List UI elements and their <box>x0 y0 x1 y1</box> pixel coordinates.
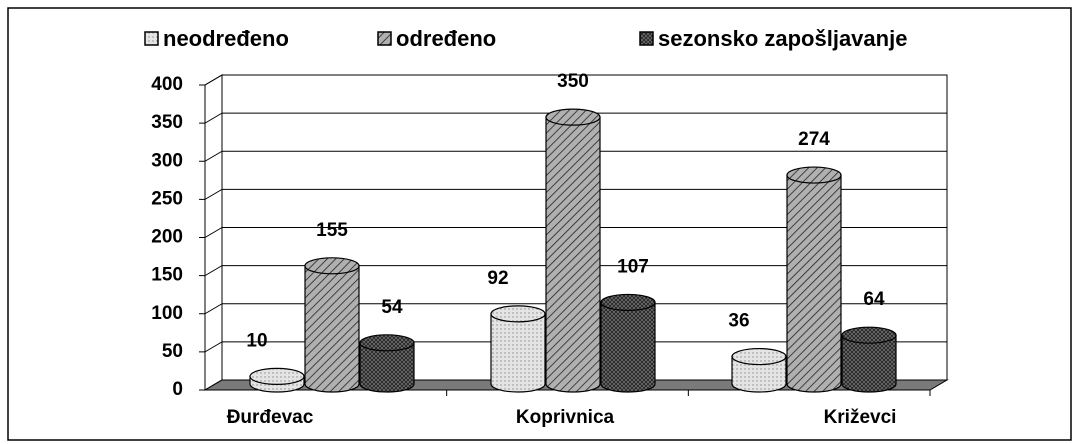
bar <box>490 305 546 393</box>
y-tick-label: 0 <box>172 379 183 400</box>
data-label: 54 <box>381 297 403 318</box>
data-label: 10 <box>246 330 267 351</box>
bar-body <box>304 265 360 393</box>
y-tick-label: 100 <box>151 303 183 324</box>
grid-line <box>204 112 223 124</box>
bar-top <box>731 347 787 366</box>
bar-body <box>359 342 415 393</box>
bar <box>304 257 360 393</box>
bar-top <box>600 293 656 312</box>
bar <box>249 367 305 393</box>
y-tick-label: 350 <box>151 112 183 133</box>
legend: neodređeno određeno sezonsko zapošljavanje <box>144 26 907 51</box>
data-label: 36 <box>728 311 749 332</box>
grid-line <box>204 341 223 353</box>
legend-swatch <box>639 31 654 46</box>
bar-top <box>490 305 546 323</box>
y-tick-label: 250 <box>151 188 183 209</box>
x-tick-label: Đurđevac <box>227 407 314 428</box>
bar <box>359 334 415 393</box>
legend-label: neodređeno <box>163 26 289 51</box>
frame <box>7 7 1072 441</box>
bar <box>731 347 787 393</box>
x-tick-label: Križevci <box>824 407 897 428</box>
grid-line <box>204 227 223 238</box>
bar-top <box>359 334 415 352</box>
bar-body <box>490 313 546 393</box>
grid-line <box>204 265 223 277</box>
grid-line <box>204 74 223 86</box>
grid-line <box>204 188 223 200</box>
data-label: 64 <box>863 289 885 310</box>
bar-top <box>545 108 601 126</box>
grid-line <box>204 150 223 162</box>
data-label: 92 <box>487 268 508 289</box>
legend-swatch <box>377 31 392 46</box>
bar-top <box>786 166 842 184</box>
legend-label: sezonsko zapošljavanje <box>658 26 907 51</box>
bar-body <box>731 355 787 393</box>
bar <box>545 108 601 393</box>
data-label: 274 <box>798 129 830 150</box>
data-label: 155 <box>316 220 348 241</box>
y-tick-label: 200 <box>151 227 183 248</box>
legend-label: određeno <box>396 26 496 51</box>
bar-body <box>545 116 601 393</box>
bar-body <box>786 174 842 393</box>
bar-body <box>600 301 656 393</box>
bar <box>786 166 842 393</box>
y-tick-label: 300 <box>151 150 183 171</box>
bar <box>841 326 897 393</box>
y-tick-label: 150 <box>151 265 183 286</box>
legend-swatch <box>144 31 159 46</box>
bar-top <box>249 367 305 385</box>
bar-body <box>841 334 897 393</box>
y-tick-label: 400 <box>151 74 183 95</box>
bar <box>600 293 656 393</box>
bar-top <box>841 326 897 344</box>
data-label: 107 <box>617 256 649 277</box>
data-label: 350 <box>557 71 589 92</box>
x-tick-label: Koprivnica <box>516 407 615 428</box>
y-tick-label: 50 <box>162 341 183 362</box>
grid-line <box>204 303 223 315</box>
bar-top <box>304 257 360 275</box>
